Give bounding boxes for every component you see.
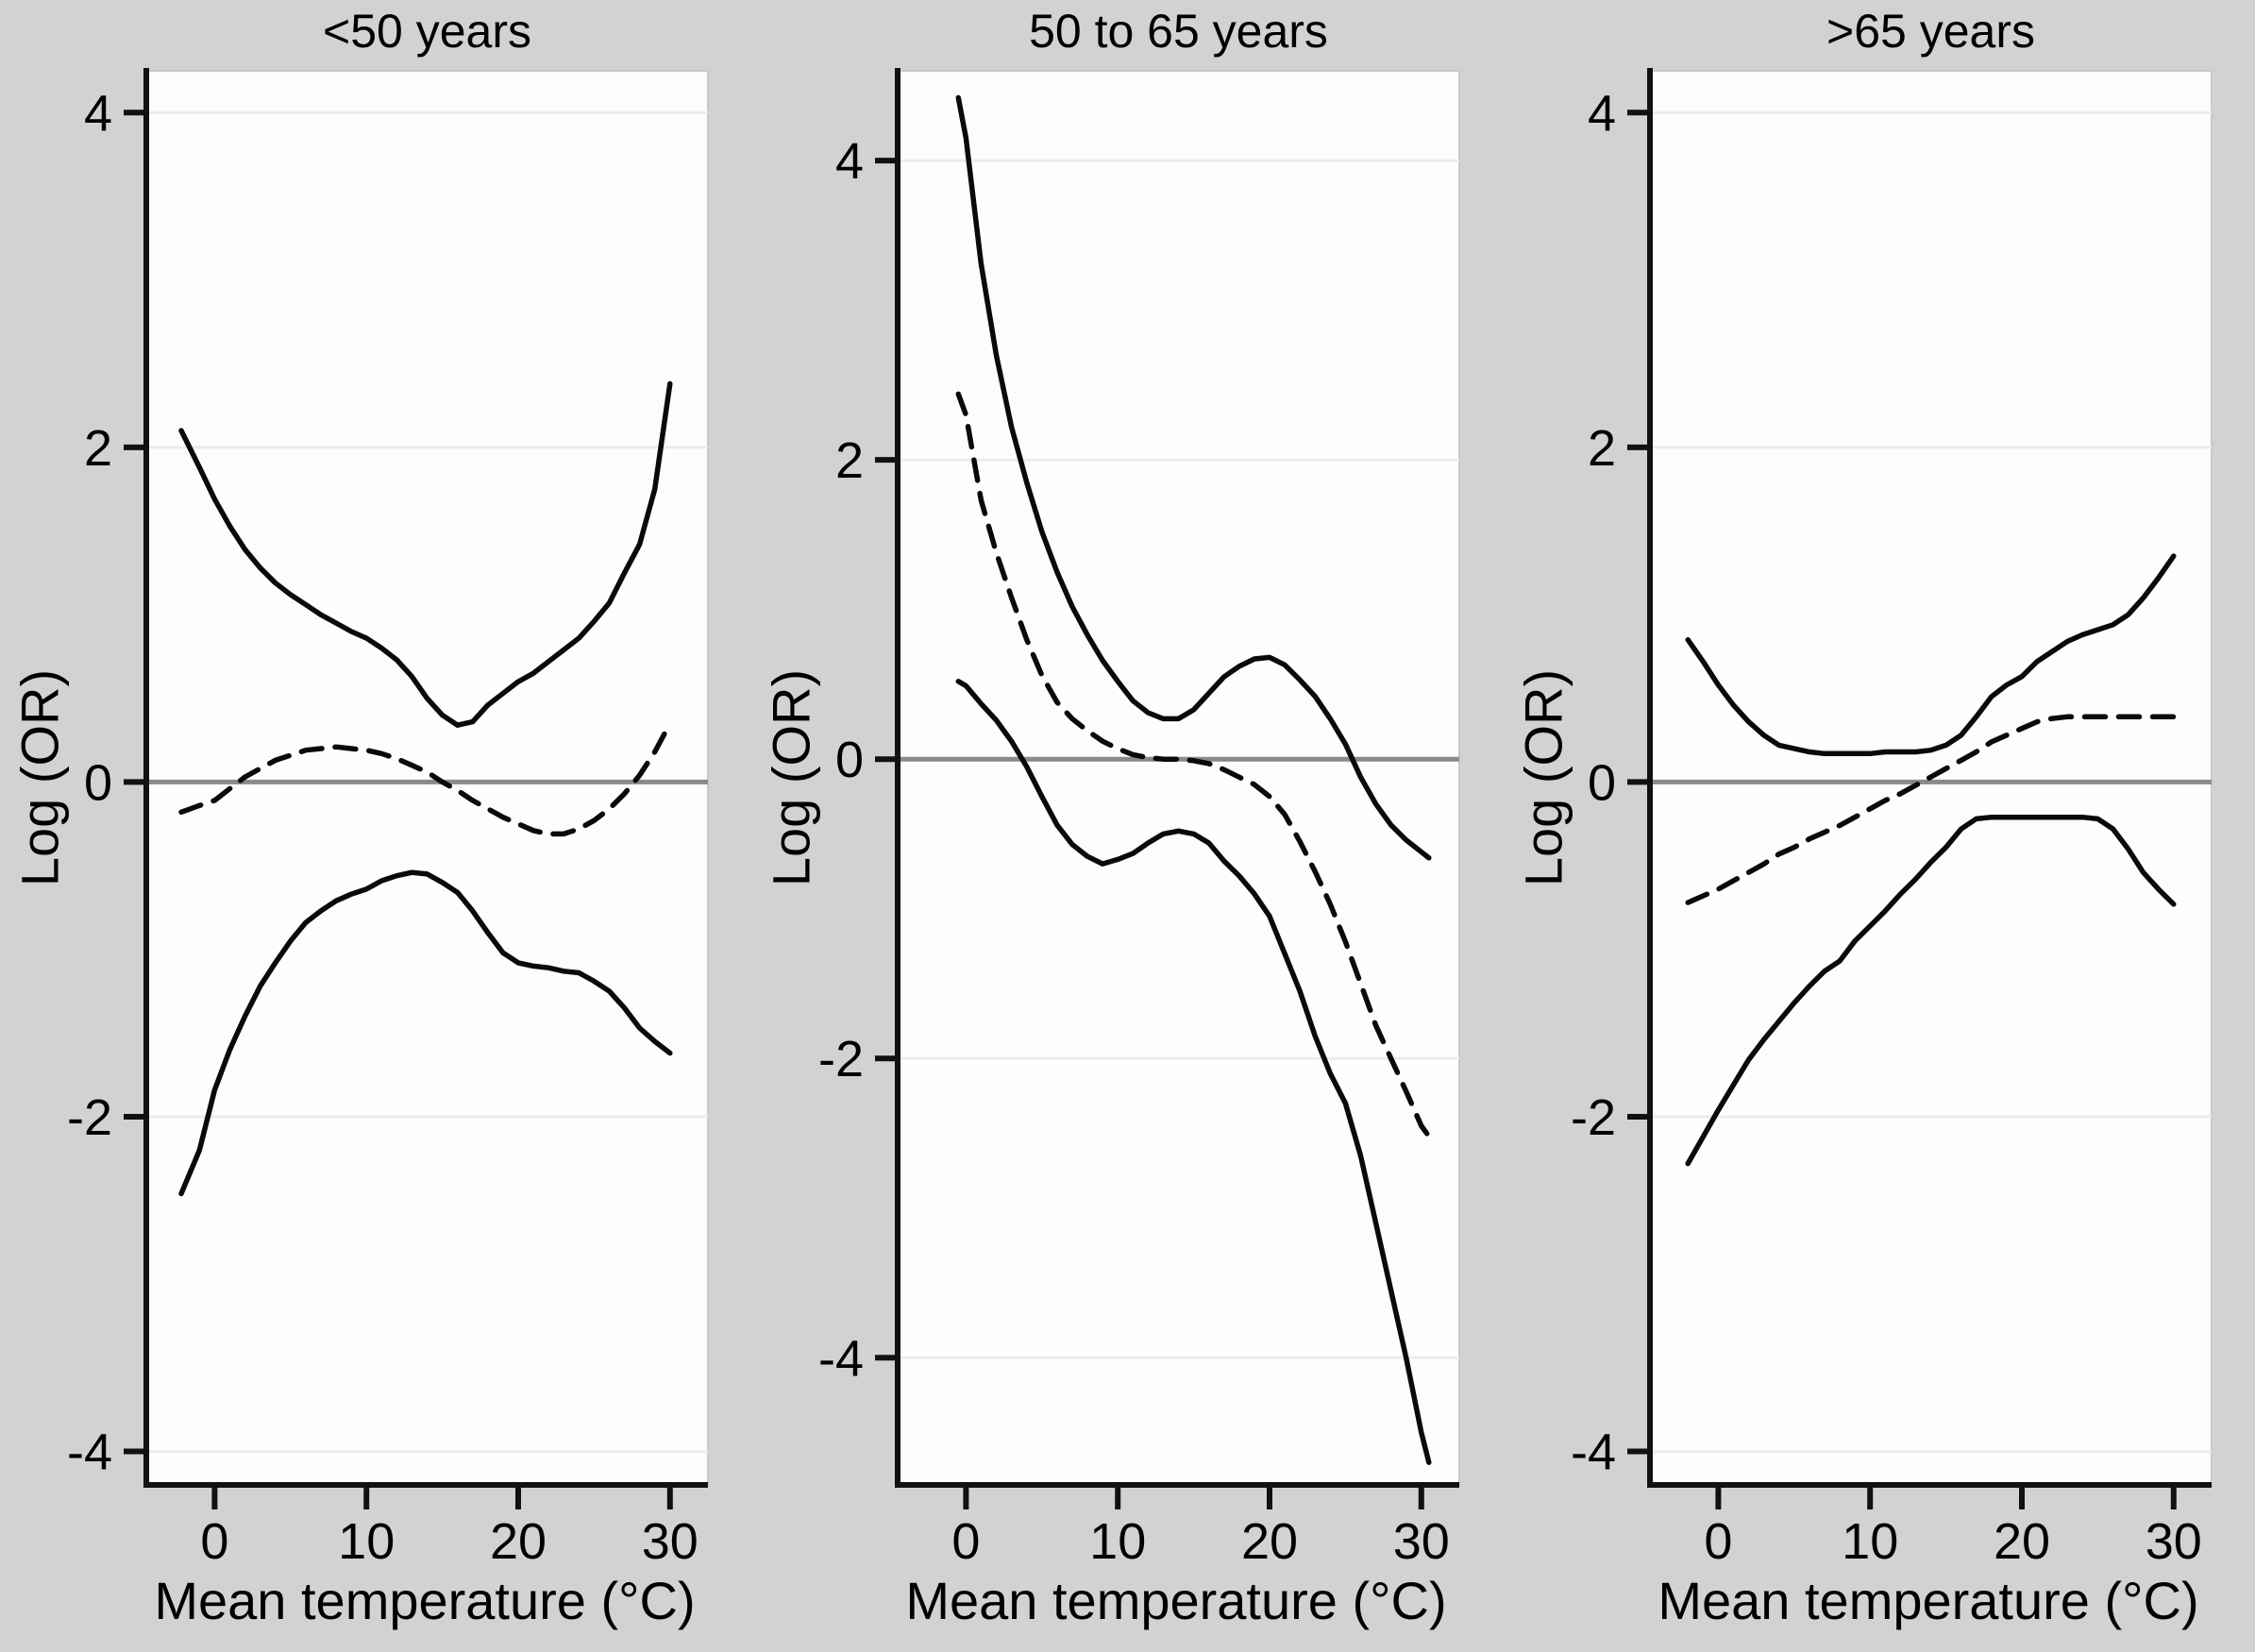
panel-title: 50 to 65 years: [1029, 5, 1328, 58]
x-tick-label-0: 0: [951, 1513, 980, 1570]
y-tick-label-2: 2: [835, 432, 864, 489]
x-tick-label-10: 10: [1842, 1513, 1898, 1570]
x-tick-label-20: 20: [1241, 1513, 1298, 1570]
x-tick-label-0: 0: [1704, 1513, 1732, 1570]
x-tick-label-20: 20: [490, 1513, 547, 1570]
plot-area-50-to-65-years: 420-2-40 10 20 30: [818, 68, 1460, 1570]
y-tick-label-0: 0: [835, 732, 864, 788]
panel-under-50-years: <50 years Log (OR) 4 2 0 -2 -4 0 10 20 30 Mean t…: [0, 0, 751, 1652]
estimate-curve: [1685, 714, 2177, 905]
y-tick-label-2: 2: [84, 420, 112, 477]
x-tick-label-20: 20: [1994, 1513, 2050, 1570]
estimate-curve: [178, 720, 673, 837]
y-tick-label-0: 0: [1588, 754, 1616, 811]
lower-95-ci-curve: [178, 869, 673, 1197]
y-tick-label-0: 0: [84, 754, 112, 811]
x-axis-label: Mean temperature (°C): [905, 1571, 1447, 1630]
upper-95-ci-curve: [955, 94, 1432, 861]
y-tick-label-2: 2: [1588, 420, 1616, 477]
estimate-curve: [955, 391, 1432, 1139]
y-tick-label-4: 4: [1588, 85, 1616, 142]
plot-background: [897, 70, 1460, 1486]
y-tick-label--2: -2: [67, 1089, 112, 1146]
panel-50-to-65-years: 50 to 65 years Log (OR) 4 2 0 -2 -4 0 10 20 30 M…: [751, 0, 1503, 1652]
y-tick-label-4: 4: [84, 85, 112, 142]
plot-area-over-65-years: 420-2-40 10 20 30: [1571, 68, 2213, 1570]
y-tick-label--2: -2: [1571, 1089, 1616, 1146]
plot-background: [145, 70, 709, 1486]
y-tick-label--4: -4: [1571, 1424, 1616, 1481]
panel-title: >65 years: [1826, 5, 2035, 58]
x-tick-label-10: 10: [1089, 1513, 1146, 1570]
plot-area-under-50-years: 420-2-40 10 20 30: [67, 68, 709, 1570]
y-tick-label--4: -4: [67, 1424, 112, 1481]
x-tick-label-30: 30: [642, 1513, 698, 1570]
x-tick-label-30: 30: [1393, 1513, 1450, 1570]
x-tick-label-30: 30: [2146, 1513, 2202, 1570]
upper-95-ci-curve: [1685, 553, 2177, 757]
lower-95-ci-curve: [955, 679, 1432, 1465]
x-tick-label-10: 10: [338, 1513, 395, 1570]
upper-95-ci-curve: [178, 380, 673, 728]
y-tick-label-4: 4: [835, 133, 864, 190]
x-axis-label: Mean temperature (°C): [1658, 1571, 2199, 1630]
y-tick-label--2: -2: [818, 1031, 864, 1087]
x-axis-label: Mean temperature (°C): [154, 1571, 696, 1630]
panel-title: <50 years: [323, 5, 531, 58]
y-tick-label--4: -4: [818, 1330, 864, 1387]
panel-over-65-years: >65 years Log (OR) 4 2 0 -2 -4 0 10 20 30 Mean t…: [1504, 0, 2255, 1652]
lower-95-ci-curve: [1685, 814, 2177, 1167]
x-tick-label-0: 0: [200, 1513, 228, 1570]
